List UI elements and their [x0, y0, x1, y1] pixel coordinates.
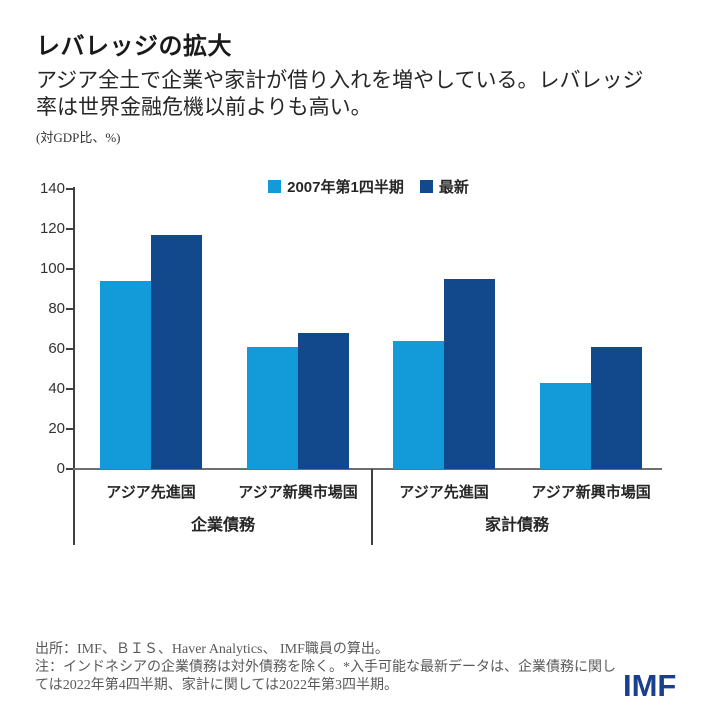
y-axis-tick: [66, 348, 73, 350]
y-axis-line: [73, 187, 75, 545]
group-divider-line: [371, 469, 373, 545]
y-axis-tick: [66, 468, 73, 470]
imf-logo: IMF: [623, 668, 677, 703]
figure-header: レバレッジの拡大 アジア全土で企業や家計が借り入れを増やしている。レバレッジ率は…: [36, 26, 686, 146]
footnote: 注：インドネシアの企業債務は対外債務を除く。*入手可能な最新データは、企業債務に…: [35, 660, 616, 693]
legend-label: 2007年第1四半期: [287, 178, 404, 196]
y-tick-label: 80: [48, 300, 65, 317]
category-label: アジア新興市場国: [531, 484, 651, 501]
y-axis-tick: [66, 268, 73, 270]
category-label: アジア先進国: [399, 484, 489, 501]
y-tick-label: 140: [39, 180, 65, 197]
y-tick-label: 20: [48, 420, 65, 437]
source-note: 出所：IMF、ＢＩＳ、Haver Analytics、 IMF職員の算出。: [35, 642, 389, 657]
group-label: 企業債務: [190, 517, 255, 534]
y-tick-label: 40: [48, 380, 65, 397]
bar-2007q1: [100, 281, 151, 469]
legend-swatch-icon: [419, 179, 433, 193]
bar-2007q1: [247, 347, 298, 469]
bar-2007q1: [540, 383, 591, 469]
unit-label: (対GDP比、%): [36, 130, 121, 145]
chart-legend: 2007年第1四半期 最新: [75, 176, 662, 197]
figure-title: レバレッジの拡大: [36, 34, 232, 60]
bar-latest: [151, 235, 202, 469]
figure-subtitle: アジア全土で企業や家計が借り入れを増やしている。レバレッジ率は世界金融危機以前よ…: [36, 68, 644, 119]
group-label: 家計債務: [484, 517, 549, 534]
legend-label: 最新: [438, 178, 469, 196]
y-tick-label: 0: [56, 460, 65, 477]
bar-latest: [298, 333, 349, 469]
y-tick-label: 100: [39, 260, 65, 277]
bar-2007q1: [393, 341, 444, 469]
category-label: アジア先進国: [106, 484, 196, 501]
y-tick-label: 60: [48, 340, 65, 357]
y-axis-tick: [66, 228, 73, 230]
y-axis-tick: [66, 308, 73, 310]
legend-item: 最新: [419, 176, 469, 197]
y-axis-tick: [66, 388, 73, 390]
category-label: アジア新興市場国: [238, 484, 358, 501]
bar-latest: [591, 347, 642, 469]
y-axis-tick: [66, 188, 73, 190]
x-axis-line: [73, 468, 662, 470]
y-tick-label: 120: [39, 220, 65, 237]
figure-footer: 出所：IMF、ＢＩＳ、Haver Analytics、 IMF職員の算出。 注：…: [35, 641, 695, 695]
legend-item: 2007年第1四半期: [268, 176, 404, 197]
bar-latest: [444, 279, 495, 469]
y-axis-tick: [66, 428, 73, 430]
legend-swatch-icon: [268, 179, 282, 193]
